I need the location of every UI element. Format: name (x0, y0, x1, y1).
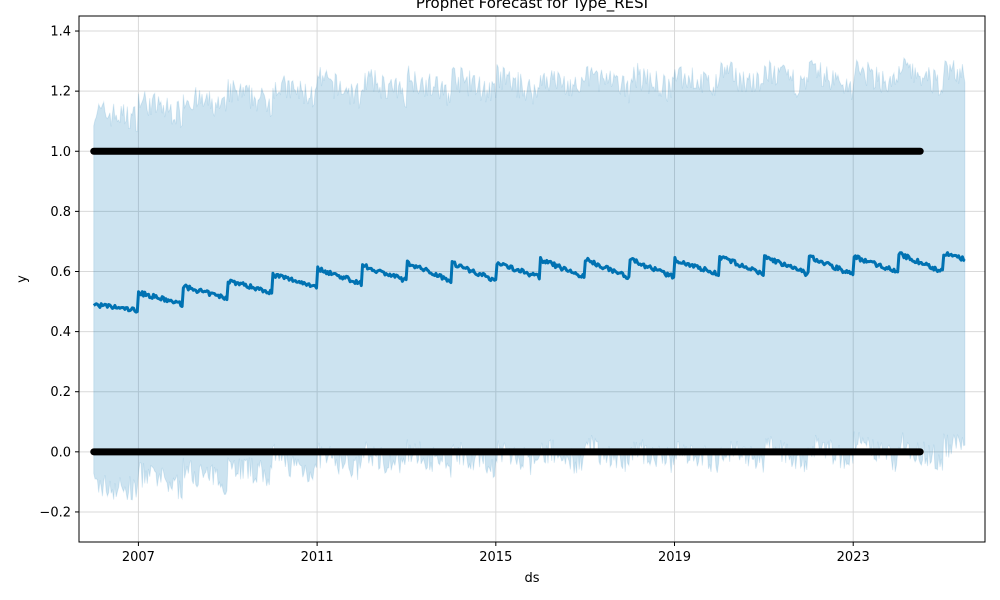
forecast-line (92, 251, 966, 314)
x-tick-label: 2019 (658, 550, 691, 565)
y-tick-label: 0.0 (50, 445, 71, 460)
y-tick-label: 1.0 (50, 145, 71, 160)
y-tick-label: 0.2 (50, 385, 71, 400)
x-tick-label: 2011 (301, 550, 334, 565)
y-tick-label: 0.6 (50, 265, 71, 280)
observed-points-layer (90, 147, 924, 456)
x-tick-label: 2015 (479, 550, 512, 565)
y-axis-title: y (15, 275, 30, 283)
y-tick-label: 1.2 (50, 85, 71, 100)
x-tick-label: 2023 (837, 550, 870, 565)
forecast-line-layer (92, 251, 966, 314)
uncertainty-band-layer (93, 56, 966, 501)
uncertainty-band (93, 56, 966, 501)
x-axis-title: ds (524, 571, 539, 586)
x-tick-label: 2007 (122, 550, 155, 565)
y-tick-label: 0.8 (50, 205, 71, 220)
y-tick-label: −0.2 (39, 505, 71, 520)
y-tick-label: 0.4 (50, 325, 71, 340)
chart-title: Prophet Forecast for Type_RESI (416, 0, 648, 13)
y-tick-label: 1.4 (50, 25, 71, 40)
y-axis-ticks: −0.2 0.0 0.2 0.4 0.6 0.8 1.0 1.2 1.4 (39, 25, 79, 520)
plot-frame (78, 15, 986, 543)
x-axis-ticks: 2007 2011 2015 2019 2023 (122, 542, 870, 565)
